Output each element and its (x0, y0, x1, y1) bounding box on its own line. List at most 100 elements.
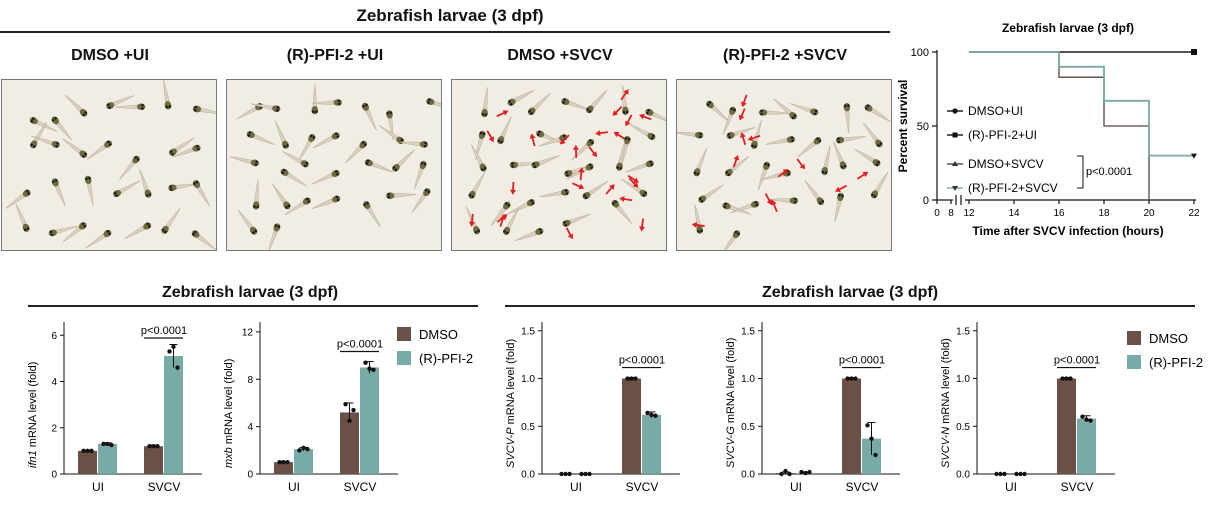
x-tick-label: SVCV (344, 480, 377, 494)
mxb-bar-chart: 0 4 8 12 mxb mRNA level (fold) UI SVCV p<0.0001 (223, 322, 398, 494)
larva (363, 201, 381, 228)
larva (250, 103, 281, 113)
red-arrow (639, 113, 652, 121)
red-arrow (740, 132, 747, 146)
y-tick-label: 100 (911, 47, 929, 59)
larva (229, 156, 260, 167)
x-tick-label: SVCV (1061, 480, 1094, 494)
y-tick-label: 1.5 (521, 326, 535, 337)
y-tick-label: 0.0 (741, 470, 755, 481)
larva (582, 180, 609, 200)
y-tick-label: 0 (247, 470, 253, 481)
legend-swatch-dmso (1127, 331, 1141, 345)
larva (192, 105, 216, 115)
survival-line-3 (969, 51, 1194, 157)
red-arrow (747, 134, 761, 142)
larva (364, 159, 394, 173)
larva (48, 225, 79, 237)
data-point (101, 441, 106, 447)
bar-dmso (274, 462, 293, 474)
data-point (625, 376, 630, 381)
larva (392, 149, 415, 172)
y-tick-label: 0.0 (521, 470, 535, 481)
y-axis-title: SVCV-G mRNA level (fold) (725, 338, 737, 468)
bar-rpfi2 (862, 438, 881, 474)
bar-legend-right: DMSO (R)-PFI-2 (1127, 331, 1203, 370)
larva (192, 180, 211, 207)
bar-rpfi2 (642, 414, 661, 474)
larva (85, 229, 112, 249)
data-point (85, 448, 90, 454)
larva (113, 180, 140, 198)
larva (789, 103, 819, 116)
larva (507, 199, 535, 215)
larva (539, 188, 570, 198)
top-header: Zebrafish larvae (3 dpf) (356, 6, 544, 25)
data-point (371, 367, 376, 373)
y-axis-title: Percent survival (896, 80, 910, 173)
data-point (865, 423, 870, 428)
y-tick-label: 0.5 (741, 422, 755, 433)
larva (611, 199, 633, 224)
larva (169, 137, 195, 156)
red-arrow (796, 158, 806, 170)
larva (311, 99, 342, 106)
data-point (853, 376, 858, 381)
larva (757, 161, 770, 191)
data-point (803, 470, 808, 476)
bar-dmso (78, 450, 97, 474)
larva (616, 141, 626, 171)
red-arrow (578, 167, 585, 181)
legend-label-dmso: DMSO (1149, 331, 1188, 346)
survival-legend-label: (R)-PFI-2+SVCV (968, 181, 1058, 195)
larva (62, 138, 88, 158)
larva (765, 136, 796, 145)
data-point (147, 444, 152, 449)
larva (870, 171, 889, 199)
legend-label-pfi: (R)-PFI-2 (419, 351, 473, 366)
data-point (285, 459, 290, 465)
x-tick-label: SVCV (846, 480, 879, 494)
red-arrow (639, 218, 646, 232)
red-arrow (559, 134, 570, 145)
x-tick-label: 18 (1098, 208, 1110, 219)
data-point (567, 471, 572, 477)
larva (119, 155, 140, 180)
larva (161, 208, 181, 234)
y-tick-label: 0.5 (956, 422, 970, 433)
data-point (155, 444, 160, 449)
larva (497, 116, 512, 145)
survival-marker (1191, 49, 1197, 55)
x-tick-label: 12 (963, 208, 975, 219)
x-tick-label: UI (92, 480, 104, 494)
larva (106, 95, 135, 110)
larva (531, 155, 560, 169)
data-point (363, 360, 368, 365)
red-arrow (627, 174, 639, 183)
x-tick-label: 0 (934, 208, 940, 219)
x-axis-title: Time after SVCV infection (hours) (972, 224, 1163, 238)
larva (862, 122, 883, 148)
larva (722, 202, 752, 215)
larva (62, 222, 87, 243)
larva (284, 197, 311, 216)
data-point (105, 441, 110, 447)
bottom-left-header: Zebrafish larvae (3 dpf) (161, 284, 339, 301)
survival-legend-marker (952, 161, 958, 166)
svcv-n-bar-chart: 0.0 0.5 1.0 1.5 SVCV-N mRNA level (fold) UI SV… (940, 322, 1115, 494)
red-arrow (486, 130, 494, 143)
red-arrow (625, 114, 633, 127)
data-point (1014, 471, 1019, 477)
top-header-rule (0, 31, 890, 33)
y-tick-label: 0 (51, 470, 57, 481)
red-arrow (496, 110, 509, 118)
larva (31, 135, 60, 148)
data-point (579, 471, 584, 477)
larva (503, 207, 520, 235)
larva (490, 201, 511, 227)
data-point (1064, 376, 1069, 381)
bar-legend-left: DMSO (R)-PFI-2 (397, 327, 473, 366)
data-point (1088, 418, 1093, 423)
larva (481, 87, 488, 118)
